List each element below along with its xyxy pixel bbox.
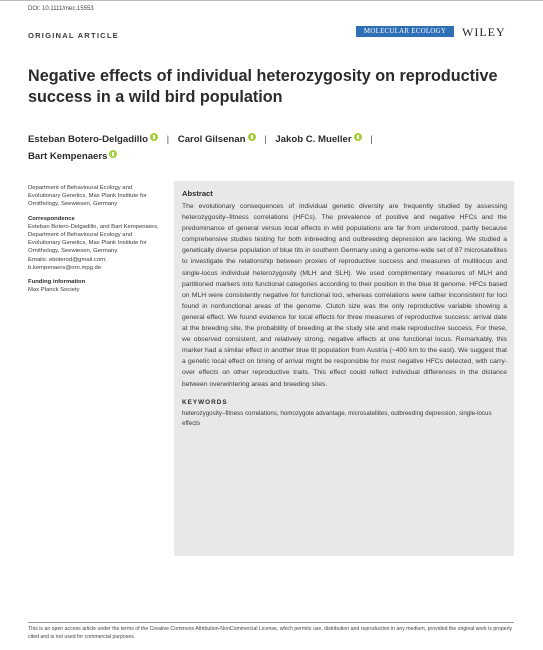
footer-divider bbox=[28, 622, 514, 623]
affiliation: Department of Behavioural Ecology and Ev… bbox=[28, 185, 147, 208]
abstract-text: The evolutionary consequences of individ… bbox=[182, 203, 507, 388]
orcid-icon[interactable] bbox=[149, 133, 158, 141]
author-name[interactable]: Jakob C. Mueller bbox=[275, 134, 352, 145]
keywords-text: heterozygosity–fitness correlations, hom… bbox=[182, 409, 492, 427]
funding-heading: Funding information bbox=[28, 279, 86, 286]
top-rule bbox=[0, 0, 543, 3]
article-title: Negative effects of individual heterozyg… bbox=[28, 67, 498, 106]
funding-text: Max Planck Society bbox=[28, 287, 80, 294]
publisher-logo[interactable]: WILEY bbox=[462, 25, 506, 39]
author-separator: | bbox=[166, 134, 170, 145]
orcid-icon[interactable] bbox=[247, 133, 256, 141]
orcid-icon[interactable] bbox=[109, 150, 118, 158]
license-note: This is an open access article under the… bbox=[28, 626, 513, 640]
author-name[interactable]: Carol Gilsenan bbox=[177, 134, 246, 145]
correspondence-text: Esteban Botero-Delgadillo, and Bart Kemp… bbox=[28, 223, 159, 255]
author-name[interactable]: Bart Kempenaers bbox=[28, 151, 108, 162]
orcid-icon[interactable] bbox=[353, 133, 362, 141]
author-separator: | bbox=[370, 134, 373, 145]
correspondence-heading: Correspondence bbox=[28, 215, 75, 222]
abstract-heading: Abstract bbox=[182, 189, 213, 198]
sidebar-info: Department of Behavioural Ecology and Ev… bbox=[28, 184, 163, 300]
correspondence-emails[interactable]: Emails: eboterod@gmail.com; b.kempenaers… bbox=[28, 256, 107, 271]
author-name[interactable]: Esteban Botero-Delgadillo bbox=[28, 134, 148, 145]
author-list: Esteban Botero-Delgadillo | Carol Gilsen… bbox=[28, 131, 508, 165]
doi[interactable]: DOI: 10.1111/mec.15553 bbox=[28, 6, 94, 12]
abstract-box: Abstract The evolutionary consequences o… bbox=[174, 181, 514, 556]
article-type-label: ORIGINAL ARTICLE bbox=[28, 31, 119, 40]
author-separator: | bbox=[264, 134, 267, 145]
funding-section: Funding information Max Planck Society bbox=[28, 278, 163, 294]
keywords-heading: KEYWORDS bbox=[182, 398, 228, 406]
correspondence-section: Correspondence Esteban Botero-Delgadillo… bbox=[28, 215, 163, 272]
journal-logo[interactable]: MOLECULAR ECOLOGY bbox=[356, 26, 454, 37]
